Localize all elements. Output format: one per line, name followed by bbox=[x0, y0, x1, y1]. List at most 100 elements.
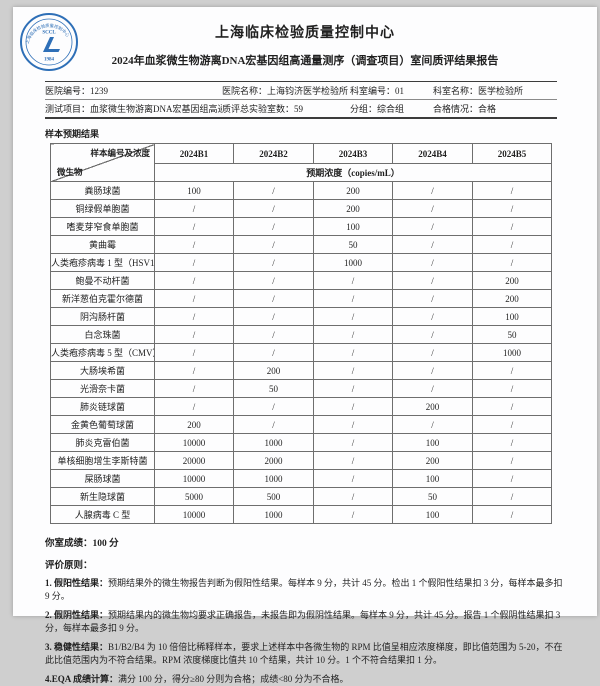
concentration-value: / bbox=[313, 469, 393, 488]
meta-field-value: 1239 bbox=[90, 86, 109, 96]
criteria-item-label: 3. 稳健性结果： bbox=[45, 642, 109, 652]
logo-outer-ring bbox=[20, 13, 78, 71]
concentration-value: / bbox=[154, 325, 234, 344]
organism-name: 新生隐球菌 bbox=[50, 487, 155, 506]
table-row: 新生隐球菌 5000 500/50/ bbox=[50, 487, 552, 506]
table-row: 白念珠菌 / / //50 bbox=[50, 325, 552, 344]
concentration-value: 200 bbox=[472, 289, 552, 308]
meta-field: 医院名称：上海钧济医学检验所 bbox=[222, 84, 350, 97]
concentration-value: / bbox=[313, 451, 393, 470]
concentration-value: / bbox=[233, 217, 314, 236]
meta-field-value: 上海钧济医学检验所 bbox=[267, 86, 349, 96]
organism-name: 新洋葱伯克霍尔德菌 bbox=[50, 289, 155, 308]
criteria-heading: 评价原则： bbox=[45, 561, 93, 571]
meta-field-value: 综合组 bbox=[377, 104, 405, 114]
corner-label-organism: 微生物 bbox=[57, 167, 83, 177]
organism-name: 光滑奈卡菌 bbox=[50, 379, 155, 398]
table-row: 鲍曼不动杆菌 / / //200 bbox=[50, 271, 552, 290]
score-line: 你室成绩：100 分 bbox=[45, 535, 597, 549]
concentration-value: / bbox=[472, 253, 552, 272]
meta-field-value: 01 bbox=[395, 86, 405, 96]
concentration-value: / bbox=[313, 271, 393, 290]
concentration-value: / bbox=[154, 253, 234, 272]
org-title: 上海临床检验质量控制中心 bbox=[215, 26, 395, 41]
meta-field-label: 分组： bbox=[350, 104, 378, 114]
concentration-value: 1000 bbox=[313, 253, 393, 272]
concentration-value: / bbox=[472, 469, 552, 488]
concentration-value: / bbox=[472, 361, 552, 380]
table-row: 人腺病毒 C 型 10000 1000/100/ bbox=[50, 505, 552, 524]
concentration-value: / bbox=[392, 307, 473, 326]
table-row: 肺炎克雷伯菌 10000 1000/100/ bbox=[50, 433, 552, 452]
criteria-item: 3. 稳健性结果：B1/B2/B4 为 10 倍倍比稀释样本，要求上述样本中各微… bbox=[45, 641, 565, 667]
table-row: 单核细胞增生李斯特菌 20000 2000/200/ bbox=[50, 451, 552, 470]
sample-column-header: 2024B5 bbox=[472, 143, 552, 164]
concentration-value: 2000 bbox=[233, 451, 314, 470]
expected-results-table: 样本编号及浓度 微生物 2024B1 2024B2 2024B3 2024B4 2024… bbox=[50, 143, 552, 524]
concentration-value: 100 bbox=[472, 307, 552, 326]
subheader-concentration: 预期浓度（copies/mL） bbox=[154, 163, 552, 182]
sample-column-header: 2024B4 bbox=[392, 143, 473, 164]
corner-cell: 样本编号及浓度 微生物 bbox=[50, 143, 155, 182]
score-label: 你室成绩： bbox=[45, 539, 93, 549]
concentration-value: / bbox=[472, 433, 552, 452]
organism-name: 铜绿假单胞菌 bbox=[50, 199, 155, 218]
concentration-value: / bbox=[233, 307, 314, 326]
concentration-value: / bbox=[233, 397, 314, 416]
concentration-value: 100 bbox=[392, 469, 473, 488]
score-value: 100 分 bbox=[92, 539, 119, 549]
concentration-value: / bbox=[313, 289, 393, 308]
concentration-value: / bbox=[154, 343, 234, 362]
concentration-value: 50 bbox=[392, 487, 473, 506]
concentration-value: / bbox=[313, 487, 393, 506]
meta-row-2: 测试项目：血浆微生物游离DNA宏基因组高通量测序质评总实验室数：59分组：综合组… bbox=[45, 100, 557, 117]
table-row: 粪肠球菌 100/200// bbox=[50, 181, 552, 200]
concentration-value: / bbox=[154, 217, 234, 236]
concentration-value: / bbox=[472, 451, 552, 470]
concentration-value: / bbox=[392, 199, 473, 218]
table-row: 屎肠球菌 10000 1000/100/ bbox=[50, 469, 552, 488]
document: 上海临床检验质量控制中心 SCCL 1984 上海临床检验质量控制中心 2024… bbox=[13, 7, 597, 684]
meta-field-label: 测试项目： bbox=[45, 104, 91, 114]
meta-field: 医院编号：1239 bbox=[45, 84, 222, 97]
meta-field-label: 科室名称： bbox=[433, 86, 479, 96]
table-row: 金黄色葡萄球菌 200// / / bbox=[50, 415, 552, 434]
concentration-value: / bbox=[313, 307, 393, 326]
concentration-value: / bbox=[154, 199, 234, 218]
concentration-value: 100 bbox=[392, 505, 473, 524]
concentration-value: / bbox=[313, 325, 393, 344]
meta-field-value: 59 bbox=[294, 104, 304, 114]
logo-acronym: SCCL bbox=[42, 31, 56, 36]
concentration-value: / bbox=[233, 181, 314, 200]
organism-name: 人类疱疹病毒 1 型（HSV1） bbox=[50, 253, 155, 272]
table-row: 人类疱疹病毒 1 型（HSV1） //1000// bbox=[50, 253, 552, 272]
concentration-value: / bbox=[313, 505, 393, 524]
meta-info: 医院编号：1239 医院名称：上海钧济医学检验所 科室编号：01 科室名称：医学检验所… bbox=[45, 81, 557, 119]
organism-name: 肺炎链球菌 bbox=[50, 397, 155, 416]
concentration-value: / bbox=[472, 181, 552, 200]
concentration-value: 200 bbox=[392, 397, 473, 416]
meta-field-value: 合格 bbox=[478, 104, 497, 114]
concentration-value: 100 bbox=[392, 433, 473, 452]
concentration-value: 1000 bbox=[233, 433, 314, 452]
criteria-item-text: 预期结果内的微生物均要求正确报告，未报告即为假阴性结果。每样本 9 分，共计 4… bbox=[45, 610, 561, 633]
organism-name: 黄曲霉 bbox=[50, 235, 155, 254]
concentration-value: 50 bbox=[233, 379, 314, 398]
concentration-value: / bbox=[154, 379, 234, 398]
criteria-item-label: 4.EQA 成绩计算： bbox=[45, 674, 119, 684]
concentration-value: / bbox=[154, 361, 234, 380]
concentration-value: 100 bbox=[154, 181, 234, 200]
concentration-value: / bbox=[472, 235, 552, 254]
concentration-value: / bbox=[154, 271, 234, 290]
concentration-value: / bbox=[472, 397, 552, 416]
organism-name: 屎肠球菌 bbox=[50, 469, 155, 488]
concentration-value: / bbox=[392, 361, 473, 380]
concentration-value: / bbox=[392, 325, 473, 344]
table-row: 铜绿假单胞菌 //200// bbox=[50, 199, 552, 218]
organism-name: 大肠埃希菌 bbox=[50, 361, 155, 380]
logo-mark bbox=[43, 37, 60, 52]
section-title: 样本预期结果 bbox=[45, 129, 100, 139]
meta-field-label: 质评总实验室数： bbox=[222, 104, 295, 114]
concentration-value: 200 bbox=[392, 451, 473, 470]
sample-column-header: 2024B3 bbox=[313, 143, 393, 164]
